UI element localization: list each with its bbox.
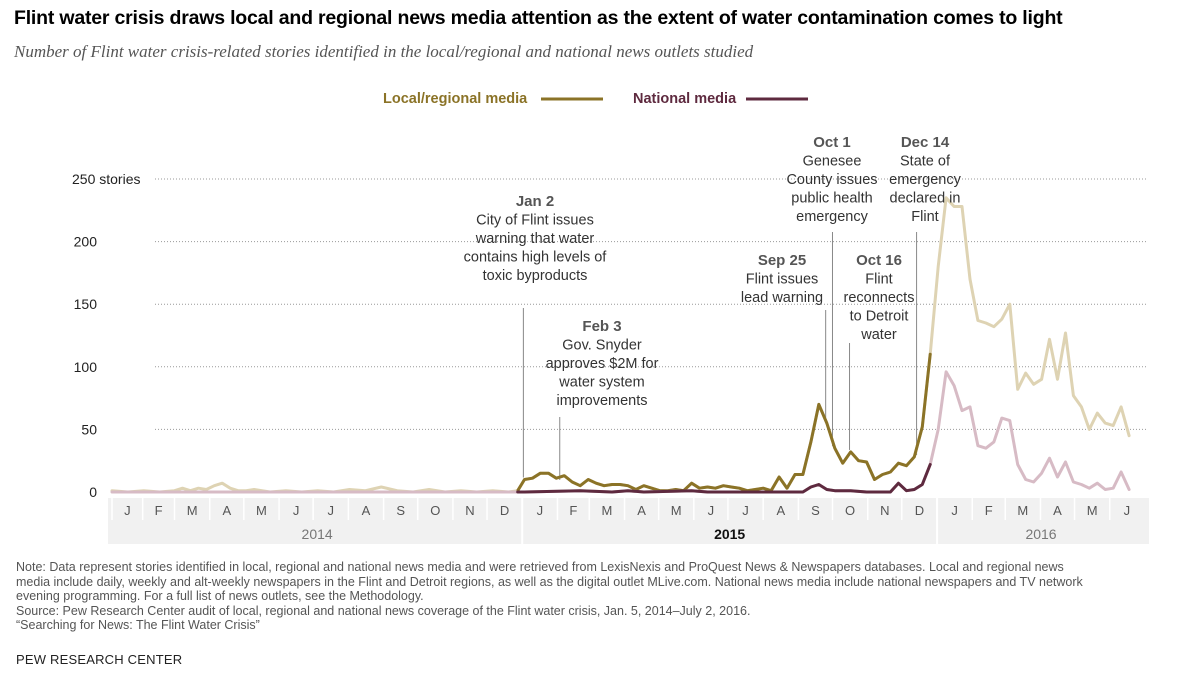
x-axis-band (108, 498, 1149, 544)
month-label: D (915, 503, 924, 518)
annotation-date: Oct 16 (856, 252, 902, 269)
annotation-text: warning that water (475, 231, 595, 247)
month-label: A (1053, 503, 1062, 518)
source-line: Source: Pew Research Center audit of loc… (16, 603, 751, 618)
annotation-text: lead warning (741, 290, 823, 306)
month-label: A (222, 503, 231, 518)
annotation-text: City of Flint issues (476, 213, 594, 229)
annotation-date: Jan 2 (516, 193, 554, 210)
month-label: N (465, 503, 474, 518)
flint-coverage-chart: 0 50 100 150 200 250 stories J F M A M J J A S O N D J F M A M… (72, 91, 1149, 544)
annotation-date: Feb 3 (582, 318, 621, 335)
month-label: M (601, 503, 612, 518)
annotation-text: reconnects (844, 290, 915, 306)
national-series-line (516, 463, 932, 494)
month-label: J (708, 503, 715, 518)
month-label: J (293, 503, 300, 518)
note-line: Note: Data represent stories identified … (16, 560, 1064, 574)
month-label: J (742, 503, 749, 518)
month-label: F (155, 503, 163, 518)
y-tick-label: 200 (74, 234, 98, 250)
annotation-text: Gov. Snyder (562, 338, 642, 354)
annotation-date: Sep 25 (758, 252, 806, 269)
month-label: A (776, 503, 785, 518)
month-label: O (845, 503, 855, 518)
annotation-text: Flint (865, 272, 892, 288)
y-tick-label: 250 stories (72, 171, 140, 187)
month-label: M (1087, 503, 1098, 518)
month-label: A (637, 503, 646, 518)
month-label: S (811, 503, 820, 518)
annotation-text: Flint issues (746, 272, 819, 288)
month-label: N (880, 503, 889, 518)
chart-title: Flint water crisis draws local and regio… (14, 7, 1063, 29)
annotation-text: approves $2M for (546, 356, 659, 372)
annotation-date: Oct 1 (813, 134, 851, 151)
month-label: J (1124, 503, 1131, 518)
legend-label: National media (633, 91, 737, 107)
month-label: D (500, 503, 509, 518)
month-label: M (671, 503, 682, 518)
annotation-text: toxic byproducts (483, 268, 588, 284)
annotation-text: public health (791, 191, 872, 207)
chart-notes: Note: Data represent stories identified … (16, 560, 1176, 633)
month-label: M (187, 503, 198, 518)
legend-label: Local/regional media (383, 91, 528, 107)
month-label: J (951, 503, 958, 518)
annotation-text: water (860, 327, 897, 343)
annotation-text: to Detroit (850, 309, 909, 325)
month-label: J (328, 503, 335, 518)
month-label: S (396, 503, 405, 518)
month-label: O (430, 503, 440, 518)
annotation-text: Flint (911, 209, 938, 225)
note-line: evening programming. For a full list of … (16, 589, 424, 604)
report-title-line: “Searching for News: The Flint Water Cri… (16, 618, 260, 633)
y-tick-label: 100 (74, 359, 98, 375)
year-label: 2014 (302, 526, 333, 542)
annotation-text: emergency (796, 209, 868, 225)
annotation-text: contains high levels of (464, 250, 608, 266)
chart-subtitle: Number of Flint water crisis-related sto… (14, 42, 754, 61)
annotation-text: declared in (890, 191, 961, 207)
month-label: M (256, 503, 267, 518)
year-label: 2016 (1025, 526, 1056, 542)
brand-logo-text: PEW RESEARCH CENTER (16, 652, 183, 667)
annotation-text: emergency (889, 172, 961, 188)
annotation-text: water system (558, 375, 644, 391)
y-tick-label: 50 (81, 421, 97, 437)
year-label: 2015 (714, 526, 745, 542)
y-tick-label: 0 (89, 484, 97, 500)
note-line: media include daily, weekly and alt-week… (16, 574, 1083, 589)
month-label: M (1017, 503, 1028, 518)
annotation-date: Dec 14 (901, 134, 950, 151)
annotation-text: improvements (556, 393, 647, 409)
month-label: F (985, 503, 993, 518)
annotation-text: State of (900, 154, 951, 170)
local-regional-series-line (516, 352, 932, 493)
month-label: J (537, 503, 544, 518)
month-label: J (124, 503, 131, 518)
month-label: F (569, 503, 577, 518)
month-label: A (362, 503, 371, 518)
annotation-text: Genesee (803, 154, 862, 170)
y-tick-label: 150 (74, 296, 98, 312)
annotation-text: County issues (786, 172, 877, 188)
